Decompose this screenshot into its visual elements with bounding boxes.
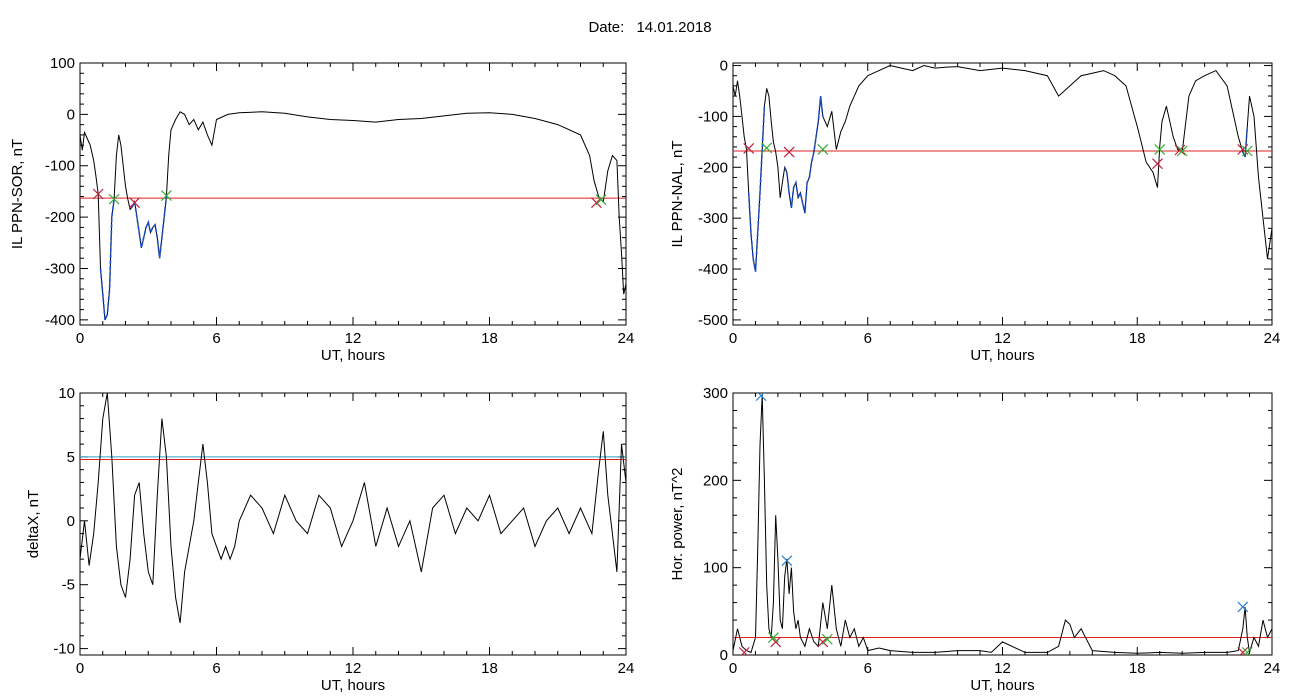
marker-end	[817, 144, 829, 155]
y-tick-label: -5	[62, 577, 75, 594]
x-axis-label: UT, hours	[321, 347, 385, 364]
x-tick-label: 6	[212, 330, 220, 347]
marker-start	[743, 143, 755, 154]
marker-end	[768, 632, 779, 643]
x-tick-label: 12	[994, 330, 1011, 347]
x-tick-label: 24	[618, 660, 635, 677]
marker-end	[161, 190, 172, 201]
marker-end	[595, 194, 607, 206]
x-axis-label: UT, hours	[970, 677, 1034, 694]
marker-start	[738, 646, 750, 655]
y-tick-label: 300	[703, 385, 728, 402]
marker-start	[92, 188, 104, 200]
y-tick-label: 0	[67, 513, 75, 530]
highlight-segment	[131, 196, 168, 259]
y-tick-label: 10	[58, 385, 75, 402]
marker-peak	[781, 555, 793, 567]
highlight-segment	[747, 106, 766, 272]
date-value: 14.01.2018	[636, 19, 712, 36]
marker-start	[1174, 144, 1186, 156]
y-tick-label: -200	[698, 159, 728, 176]
marker-peak	[755, 393, 767, 402]
x-axis-label: UT, hours	[970, 347, 1034, 364]
x-tick-label: 12	[994, 660, 1011, 677]
plot-frame	[732, 62, 1273, 326]
x-tick-label: 24	[1264, 660, 1281, 677]
y-tick-label: -100	[698, 108, 728, 125]
x-tick-label: 12	[345, 660, 362, 677]
plot-frame	[79, 62, 627, 326]
x-tick-label: 18	[481, 330, 498, 347]
chart-deltax: 0 6 12 18 24 10 5 0 -5 -10 UT, hours deltaX, nT	[25, 385, 634, 694]
y-tick-label: -300	[45, 260, 75, 277]
y-tick-label: 5	[67, 449, 75, 466]
chart-power: 0 6 12 18 24 300 200 100 0 UT, hours Hor. power, n…	[669, 385, 1280, 694]
highlight-segment	[783, 96, 824, 214]
marker-end	[821, 633, 833, 645]
x-tick-label: 24	[1264, 330, 1281, 347]
marker-start	[591, 197, 602, 209]
marker-end	[108, 193, 120, 205]
date-label: Date:	[588, 19, 625, 36]
x-tick-label: 6	[864, 330, 872, 347]
x-tick-label: 0	[76, 330, 84, 347]
x-tick-label: 0	[729, 660, 737, 677]
marker-end	[1154, 144, 1166, 155]
x-tick-label: 18	[1129, 330, 1146, 347]
y-tick-label: 100	[703, 560, 728, 577]
y-tick-label: -300	[698, 210, 728, 227]
y-tick-label: -500	[698, 312, 728, 329]
x-tick-label: 18	[481, 660, 498, 677]
x-tick-label: 0	[76, 660, 84, 677]
marker-end	[761, 142, 773, 154]
y-tick-label: -400	[698, 261, 728, 278]
highlight-segment	[1242, 126, 1249, 158]
series-line	[733, 394, 1272, 654]
y-tick-label: 200	[703, 472, 728, 489]
x-tick-label: 6	[212, 660, 220, 677]
y-tick-label: 100	[50, 55, 75, 72]
plot-frame	[79, 392, 627, 656]
x-tick-label: 18	[1129, 660, 1146, 677]
y-tick-label: -10	[53, 641, 75, 658]
x-tick-label: 0	[729, 330, 737, 347]
y-axis-label: IL PPN-NAL, nT	[669, 141, 686, 248]
marker-peak	[1237, 601, 1249, 613]
x-tick-label: 24	[618, 330, 635, 347]
y-tick-label: -200	[45, 209, 75, 226]
x-axis-label: UT, hours	[321, 677, 385, 694]
marker-start	[1237, 646, 1249, 655]
y-tick-label: 0	[720, 647, 728, 664]
plot-frame	[732, 392, 1273, 656]
x-tick-label: 6	[864, 660, 872, 677]
y-tick-label: 0	[720, 58, 728, 75]
y-tick-label: -400	[45, 312, 75, 329]
highlight-segment	[99, 198, 115, 321]
marker-end	[1241, 646, 1253, 655]
marker-start	[129, 197, 141, 209]
series-line	[733, 64, 1272, 272]
series-line	[80, 393, 626, 624]
y-tick-label: 0	[67, 106, 75, 123]
y-axis-label: Hor. power, nT^2	[669, 468, 686, 581]
figure-title: Date: 14.01.2018	[0, 19, 1300, 36]
chart-nal: 0 6 12 18 24 0 -100 -200 -300 -400 -500 UT, hours IL…	[669, 58, 1280, 364]
marker-end	[1176, 145, 1188, 157]
series-line	[80, 111, 626, 321]
y-axis-label: deltaX, nT	[25, 490, 42, 558]
y-tick-label: -100	[45, 158, 75, 175]
y-axis-label: IL PPN-SOR, nT	[9, 139, 26, 249]
marker-start	[783, 146, 795, 158]
chart-sor: 0 6 12 18 24 100 0 -100 -200 -300 -400 UT, hours IL …	[9, 55, 634, 364]
marker-end	[1241, 145, 1253, 157]
x-tick-label: 12	[345, 330, 362, 347]
marker-start	[1152, 158, 1163, 170]
